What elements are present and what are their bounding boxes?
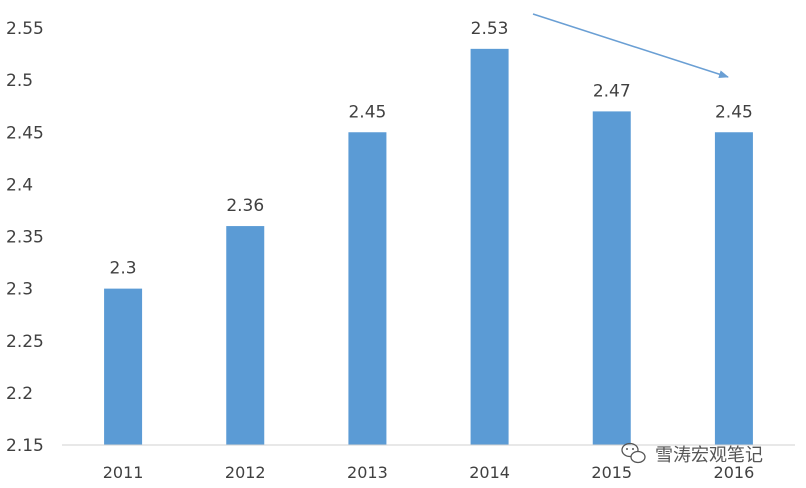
- trend-arrow: [532, 13, 729, 79]
- y-tick-label: 2.15: [6, 436, 44, 456]
- x-tick-label-2014: 2014: [469, 463, 510, 482]
- x-tick-label-2016: 2016: [714, 463, 755, 482]
- bar-series: [104, 48, 753, 446]
- y-tick-label: 2.55: [6, 19, 44, 39]
- x-tick-label-2013: 2013: [347, 463, 388, 482]
- x-axis-tick-labels: 2011 2012 2013 2014 2015 2016: [103, 463, 755, 482]
- y-axis-tick-labels: 2.15 2.2 2.25 2.3 2.35 2.4 2.45 2.5 2.55: [6, 19, 44, 456]
- bar-2012: [226, 226, 265, 445]
- watermark: 雪涛宏观笔记: [621, 442, 763, 466]
- data-label-2011: 2.3: [110, 259, 137, 279]
- data-label-2015: 2.47: [593, 81, 631, 101]
- data-label-2012: 2.36: [226, 196, 264, 216]
- data-labels: 2.3 2.36 2.45 2.53 2.47 2.45: [110, 19, 753, 279]
- data-label-2014: 2.53: [471, 19, 509, 39]
- data-label-2013: 2.45: [348, 102, 386, 122]
- y-tick-label: 2.3: [6, 280, 33, 300]
- y-tick-label: 2.4: [6, 175, 33, 195]
- y-tick-label: 2.5: [6, 71, 33, 91]
- data-label-2016: 2.45: [715, 102, 753, 122]
- bar-2015: [592, 111, 631, 446]
- watermark-text: 雪涛宏观笔记: [655, 445, 763, 466]
- wechat-icon: [621, 442, 646, 464]
- y-tick-label: 2.25: [6, 332, 44, 352]
- y-tick-label: 2.2: [6, 384, 33, 404]
- y-tick-label: 2.45: [6, 123, 44, 143]
- bar-2011: [104, 288, 143, 445]
- y-tick-label: 2.35: [6, 228, 44, 248]
- x-tick-label-2012: 2012: [225, 463, 266, 482]
- bar-2016: [714, 132, 753, 445]
- bar-2013: [348, 132, 387, 445]
- x-tick-label-2011: 2011: [103, 463, 144, 482]
- x-tick-label-2015: 2015: [591, 463, 632, 482]
- bar-2014: [470, 48, 509, 445]
